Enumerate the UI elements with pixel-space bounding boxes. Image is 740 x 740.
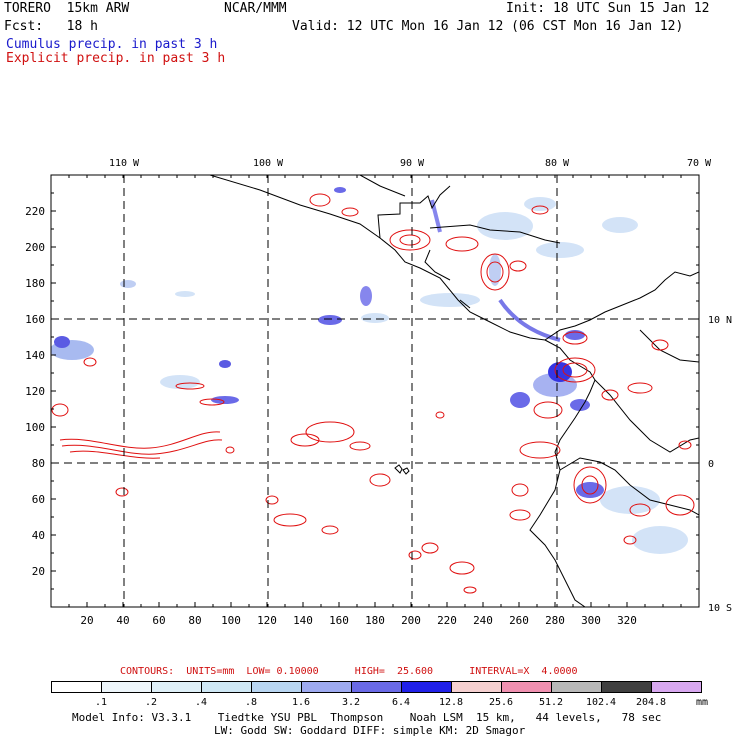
map-frame xyxy=(50,174,700,608)
x-tick-label: 80 xyxy=(188,614,201,627)
physics-info: LW: Godd SW: Goddard DIFF: simple KM: 2D… xyxy=(214,724,526,737)
valid-time: Valid: 12 UTC Mon 16 Jan 12 (06 CST Mon … xyxy=(292,19,684,34)
colorbar-label: .8 xyxy=(244,697,258,708)
colorbar-swatch xyxy=(101,681,152,693)
x-axis-ticks: 20 40 60 80 100 120 140 160 180 200 220 240 260 280 30… xyxy=(50,175,700,627)
model-info: Model Info: V3.3.1 Tiedtke YSU PBL Thomp… xyxy=(72,711,662,724)
longitude-label: 80 W xyxy=(545,158,570,169)
y-tick-label: 200 xyxy=(25,241,45,254)
cumulus-precip-layer xyxy=(51,187,688,554)
colorbar-swatch xyxy=(451,681,502,693)
org-label: NCAR/MMM xyxy=(224,1,287,16)
y-tick-label: 100 xyxy=(25,421,45,434)
x-tick-label: 300 xyxy=(581,614,601,627)
latitude-labels: 10 N 0 10 S xyxy=(708,315,732,614)
init-time: Init: 18 UTC Sun 15 Jan 12 xyxy=(506,1,710,16)
latitude-label: 0 xyxy=(708,459,714,470)
x-tick-label: 240 xyxy=(473,614,493,627)
colorbar-swatch xyxy=(351,681,402,693)
y-tick-label: 80 xyxy=(32,457,45,470)
x-tick-label: 100 xyxy=(221,614,241,627)
x-tick-label: 280 xyxy=(545,614,565,627)
longitude-label: 70 W xyxy=(687,158,712,169)
colorbar-swatch xyxy=(551,681,602,693)
colorbar-label: 3.2 xyxy=(341,697,361,708)
longitude-label: 100 W xyxy=(253,158,284,169)
colorbar-label: 12.8 xyxy=(438,697,464,708)
model-title: TORERO 15km ARW xyxy=(4,1,130,16)
longitude-label: 110 W xyxy=(109,158,140,169)
longitude-labels: 110 W 100 W 90 W 80 W 70 W xyxy=(109,158,712,169)
colorbar-swatch xyxy=(151,681,202,693)
colorbar-unit: mm xyxy=(696,697,709,708)
colorbar-swatch xyxy=(301,681,352,693)
colorbar-swatch xyxy=(651,681,702,693)
y-tick-label: 120 xyxy=(25,385,45,398)
colorbar-swatch xyxy=(51,681,102,693)
longitude-label: 90 W xyxy=(400,158,425,169)
y-tick-label: 160 xyxy=(25,313,45,326)
y-tick-label: 140 xyxy=(25,349,45,362)
x-tick-label: 140 xyxy=(293,614,313,627)
contour-info: CONTOURS: UNITS=mm LOW= 0.10000 HIGH= 25… xyxy=(120,666,578,677)
colorbar-label: .4 xyxy=(194,697,208,708)
colorbar-label: 25.6 xyxy=(488,697,514,708)
map-content xyxy=(51,175,699,607)
x-tick-label: 220 xyxy=(437,614,457,627)
colorbar-label: 102.4 xyxy=(585,697,617,708)
x-tick-label: 60 xyxy=(152,614,165,627)
x-tick-label: 320 xyxy=(617,614,637,627)
colorbar-label: 1.6 xyxy=(291,697,311,708)
legend-cumulus: Cumulus precip. in past 3 h xyxy=(6,37,218,52)
colorbar-swatch xyxy=(251,681,302,693)
y-axis-ticks: 220 200 180 160 140 120 100 80 60 40 20 xyxy=(25,174,699,608)
x-tick-label: 160 xyxy=(329,614,349,627)
x-tick-label: 20 xyxy=(80,614,93,627)
colorbar-swatch xyxy=(501,681,552,693)
colorbar-label: .2 xyxy=(144,697,158,708)
colorbar-label: 204.8 xyxy=(635,697,667,708)
y-tick-label: 40 xyxy=(32,529,45,542)
x-tick-label: 40 xyxy=(116,614,129,627)
y-tick-label: 60 xyxy=(32,493,45,506)
y-tick-label: 180 xyxy=(25,277,45,290)
colorbar-swatch xyxy=(201,681,252,693)
legend-explicit: Explicit precip. in past 3 h xyxy=(6,51,226,66)
colorbar-swatch xyxy=(401,681,452,693)
latitude-label: 10 N xyxy=(708,315,732,326)
latlon-grid xyxy=(51,175,699,607)
colorbar-label: 51.2 xyxy=(538,697,564,708)
y-tick-label: 220 xyxy=(25,205,45,218)
explicit-precip-contours xyxy=(51,193,695,594)
x-tick-label: 180 xyxy=(365,614,385,627)
colorbar-swatch xyxy=(601,681,652,693)
forecast-hour: Fcst: 18 h xyxy=(4,19,98,34)
x-tick-label: 200 xyxy=(401,614,421,627)
colorbar-label: 6.4 xyxy=(391,697,411,708)
latitude-label: 10 S xyxy=(708,603,732,614)
x-tick-label: 260 xyxy=(509,614,529,627)
y-tick-label: 20 xyxy=(32,565,45,578)
x-tick-label: 120 xyxy=(257,614,277,627)
colorbar-label: .1 xyxy=(94,697,108,708)
